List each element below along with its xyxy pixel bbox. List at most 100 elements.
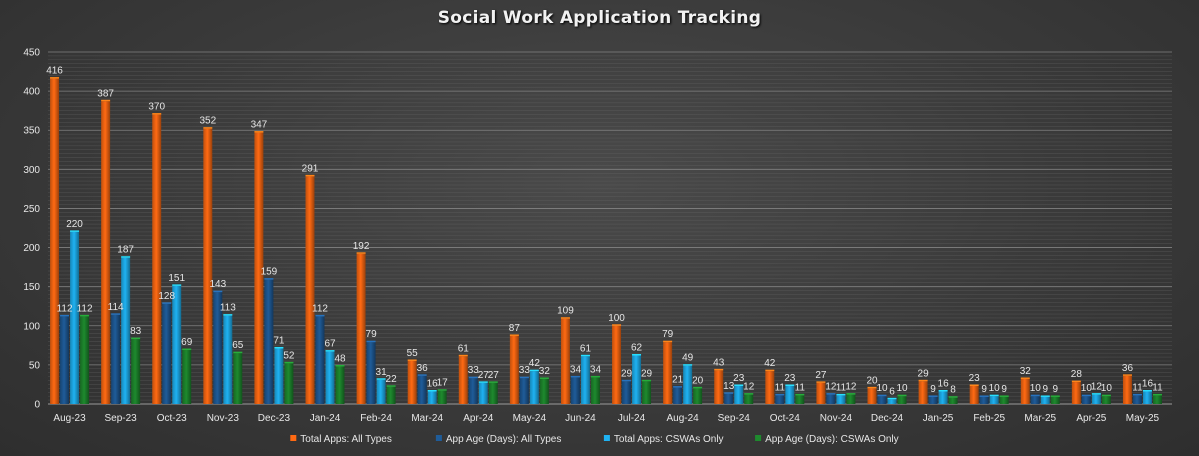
bar[interactable]	[284, 363, 294, 404]
bar[interactable]	[366, 342, 376, 404]
bar[interactable]	[478, 382, 488, 404]
bar[interactable]	[539, 378, 549, 404]
bar[interactable]	[152, 114, 162, 405]
bar[interactable]	[1050, 396, 1060, 404]
bar[interactable]	[744, 394, 754, 404]
data-labels: 4161122201123871141878337012815169352143…	[46, 66, 1163, 398]
bar[interactable]	[121, 257, 131, 404]
data-label: 65	[232, 340, 244, 351]
bar[interactable]	[223, 315, 233, 404]
bar[interactable]	[182, 350, 192, 404]
bar[interactable]	[969, 386, 979, 404]
bar[interactable]	[101, 101, 111, 404]
bar-top	[642, 379, 652, 382]
bar[interactable]	[683, 365, 693, 404]
bar[interactable]	[172, 285, 182, 404]
bar[interactable]	[162, 303, 172, 404]
bar-top	[80, 314, 90, 317]
bar[interactable]	[509, 335, 519, 404]
bar[interactable]	[1030, 396, 1040, 404]
bar[interactable]	[560, 318, 570, 404]
bar[interactable]	[989, 396, 999, 404]
bar[interactable]	[590, 377, 600, 404]
bar[interactable]	[887, 399, 897, 404]
bar[interactable]	[468, 378, 478, 404]
x-tick-label: May-25	[1126, 413, 1160, 424]
bar[interactable]	[50, 78, 60, 405]
bar[interactable]	[519, 378, 529, 404]
bar[interactable]	[826, 394, 836, 404]
bar[interactable]	[315, 316, 325, 404]
bar[interactable]	[1081, 396, 1091, 404]
bar[interactable]	[795, 395, 805, 404]
bar[interactable]	[867, 388, 877, 404]
bar[interactable]	[386, 386, 396, 404]
bar[interactable]	[233, 353, 243, 404]
bar[interactable]	[734, 386, 744, 404]
bar[interactable]	[580, 356, 590, 404]
bar[interactable]	[663, 342, 673, 404]
bar[interactable]	[836, 395, 846, 404]
bar[interactable]	[1152, 395, 1162, 404]
bar[interactable]	[274, 348, 284, 404]
bar[interactable]	[918, 381, 928, 404]
bar[interactable]	[999, 396, 1009, 404]
bar[interactable]	[897, 396, 907, 404]
bar[interactable]	[1142, 391, 1152, 404]
bar-top	[131, 337, 141, 340]
bar[interactable]	[417, 375, 427, 404]
bar[interactable]	[693, 388, 703, 404]
bar[interactable]	[488, 382, 498, 404]
bar[interactable]	[437, 390, 447, 404]
bar-top	[1091, 393, 1101, 395]
bar[interactable]	[1132, 395, 1142, 404]
bar-top	[203, 127, 213, 129]
bar[interactable]	[570, 377, 580, 404]
bar[interactable]	[1040, 396, 1050, 404]
bar[interactable]	[775, 395, 785, 404]
bar[interactable]	[60, 316, 70, 404]
bar[interactable]	[877, 396, 887, 404]
bar[interactable]	[356, 253, 366, 404]
bar[interactable]	[529, 371, 539, 404]
bar[interactable]	[213, 292, 223, 404]
bar[interactable]	[458, 356, 468, 404]
data-label: 10	[1101, 383, 1113, 394]
bar[interactable]	[1020, 378, 1030, 404]
bar[interactable]	[632, 355, 642, 404]
data-label: 11	[1132, 382, 1143, 393]
bar[interactable]	[928, 396, 938, 404]
bar[interactable]	[622, 381, 632, 404]
bar[interactable]	[724, 393, 734, 404]
bar[interactable]	[254, 132, 264, 404]
bar[interactable]	[1091, 394, 1101, 404]
x-tick-label: Sep-24	[718, 413, 751, 424]
bar[interactable]	[427, 391, 437, 404]
bar[interactable]	[765, 371, 775, 404]
bar[interactable]	[673, 387, 683, 404]
bar[interactable]	[714, 370, 724, 404]
bar[interactable]	[938, 391, 948, 404]
bar[interactable]	[80, 316, 90, 404]
bar[interactable]	[203, 128, 213, 404]
bar[interactable]	[846, 394, 856, 404]
bar[interactable]	[264, 279, 274, 404]
bar[interactable]	[612, 325, 622, 404]
bar[interactable]	[1122, 375, 1132, 404]
bar[interactable]	[979, 396, 989, 404]
bar[interactable]	[1071, 382, 1081, 404]
bar[interactable]	[325, 351, 335, 404]
bar[interactable]	[335, 366, 345, 404]
bar[interactable]	[407, 360, 417, 404]
bar[interactable]	[305, 176, 315, 404]
bar[interactable]	[642, 381, 652, 404]
bar[interactable]	[111, 314, 121, 404]
bar[interactable]	[816, 382, 826, 404]
data-label: 33	[468, 365, 480, 376]
bar[interactable]	[376, 379, 386, 404]
bar[interactable]	[1101, 396, 1111, 404]
bar[interactable]	[70, 231, 80, 404]
bar[interactable]	[785, 386, 795, 404]
bar[interactable]	[131, 339, 141, 404]
bar[interactable]	[948, 397, 958, 404]
